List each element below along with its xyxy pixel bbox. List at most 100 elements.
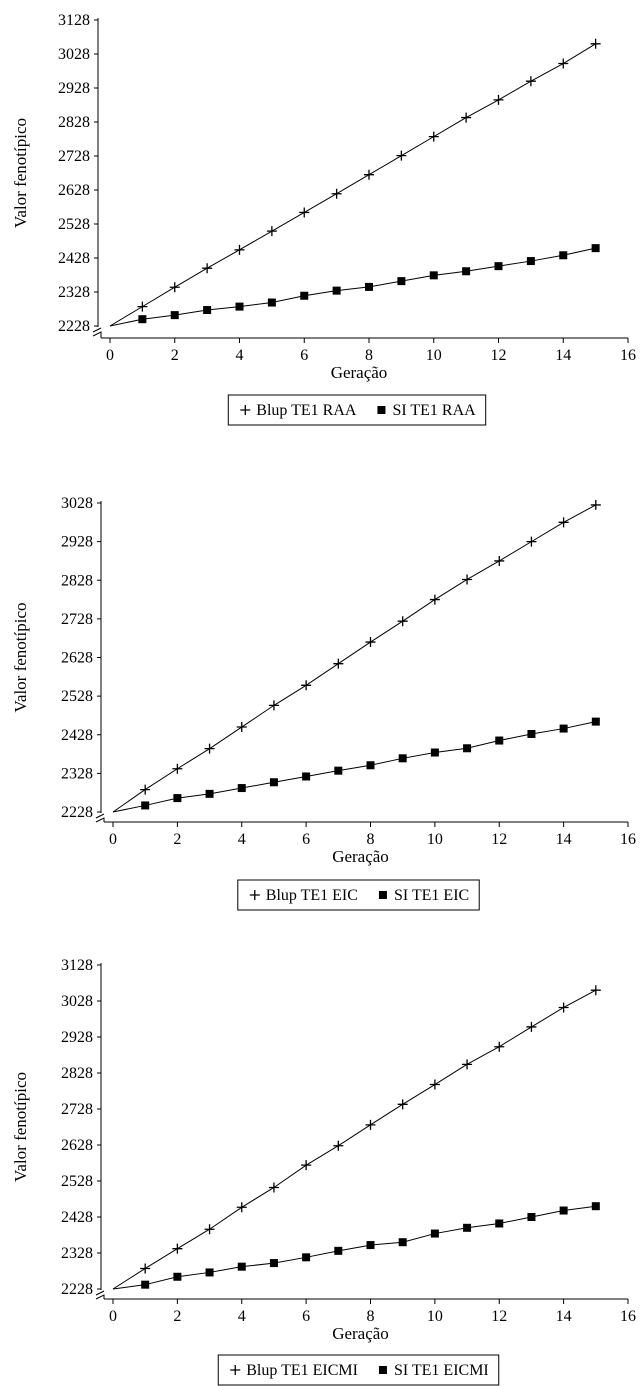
data-point-square [527,1213,536,1221]
y-tick-label: 3128 [61,957,93,974]
data-point-square [366,761,375,770]
y-tick-label: 2428 [61,727,93,744]
legend-box [227,394,487,426]
x-tick-label: 16 [620,831,636,848]
x-tick-label: 2 [171,347,179,364]
series-line-1 [112,504,597,813]
y-tick-label: 2728 [61,611,93,628]
legend-label: SI TE1 EIC [394,887,469,904]
x-tick-label: 16 [620,1308,636,1325]
data-point-square [302,1253,311,1262]
data-point-plus [140,1263,151,1274]
data-point-square [332,286,341,295]
data-point-plus [558,517,569,528]
y-axis-break-lower [95,817,105,823]
x-tick-label: 8 [365,347,373,364]
data-point-plus [234,244,245,255]
legend-square-icon [378,891,387,899]
data-point-square [237,1262,246,1271]
data-point-square [430,748,439,757]
y-tick-label: 3028 [61,495,93,512]
y-axis-label: Valor fenotípico [11,1072,30,1182]
data-point-square [462,267,471,276]
series-line-2 [112,721,596,813]
x-tick-label: 8 [367,1308,375,1325]
legend-square-icon [378,1366,387,1374]
data-point-plus [301,1160,312,1171]
data-point-plus [365,637,376,648]
legend: Blup TE1 EIC SI TE1 EIC [237,879,480,911]
data-point-plus [526,1021,537,1032]
y-tick-label: 2828 [61,1065,93,1082]
data-point-square [173,794,182,803]
x-tick-label: 4 [236,347,244,364]
x-tick-label: 14 [556,831,572,848]
data-point-plus [268,700,279,711]
y-tick-label: 2828 [61,572,93,589]
data-point-plus [268,1182,279,1193]
series-line-2 [112,1205,596,1290]
chart-3: 2228 2328 2428 2528 2628 2728 2828 2928 3028 3128… [11,957,636,1386]
data-point-plus [429,594,440,605]
x-tick-label: 12 [491,347,507,364]
x-axis-label: Geração [332,847,389,866]
data-point-square [366,1241,375,1250]
chart-1: 2228 2328 2428 2528 2628 2728 2828 2928 3028 3128… [11,12,636,426]
data-point-square [591,1202,600,1211]
x-tick-label: 4 [238,1308,246,1325]
y-axis-break [92,327,102,333]
y-tick-label: 2428 [61,1209,93,1226]
data-point-plus [558,1002,569,1013]
data-point-square [334,766,343,775]
x-tick-label: 2 [173,1308,181,1325]
data-point-square [527,729,536,738]
data-point-plus [462,1059,473,1070]
series-line-1 [112,989,597,1290]
data-point-square [302,772,311,781]
data-point-square [526,257,535,266]
y-tick-label: 3128 [58,12,90,29]
data-point-plus [204,1224,215,1235]
data-point-plus [493,94,504,105]
data-point-plus [333,1140,344,1151]
x-tick-label: 16 [620,347,636,364]
data-point-plus [590,985,601,996]
legend-plus-icon [249,890,260,900]
y-tick-label: 2628 [61,1137,93,1154]
data-point-plus [429,1079,440,1090]
data-point-plus [397,1099,408,1110]
legend-box [237,879,480,911]
legend-label: SI TE1 RAA [392,402,476,419]
data-point-square [205,789,214,798]
x-tick-label: 10 [426,347,442,364]
data-point-square [170,311,179,320]
x-axis-label: Geração [331,363,388,382]
y-tick-label: 2228 [61,804,93,821]
data-point-square [494,262,503,271]
data-point-square [237,784,246,793]
x-tick-label: 6 [302,1308,310,1325]
data-point-square [591,244,600,253]
y-tick-label: 2528 [61,688,93,705]
data-point-square [269,1259,278,1268]
data-point-square [463,1223,472,1232]
y-axis-label: Valor fenotípico [11,603,30,713]
data-point-square [141,1280,150,1289]
y-tick-label: 2328 [58,284,90,301]
data-point-plus [236,722,247,733]
data-point-plus [461,112,472,123]
data-point-square [463,744,472,753]
y-tick-label: 2428 [58,250,90,267]
legend-box [217,1354,500,1386]
legend: Blup TE1 RAA SI TE1 RAA [227,394,487,426]
data-point-plus [590,499,601,510]
x-tick-label: 10 [427,831,443,848]
data-point-square [365,282,373,291]
y-tick-label: 2528 [61,1173,93,1190]
data-point-square [429,271,438,280]
x-tick-label: 0 [106,347,114,364]
data-point-plus [397,616,408,627]
data-point-plus [331,188,342,199]
y-tick-label: 2328 [61,765,93,782]
y-tick-label: 2228 [58,318,90,335]
